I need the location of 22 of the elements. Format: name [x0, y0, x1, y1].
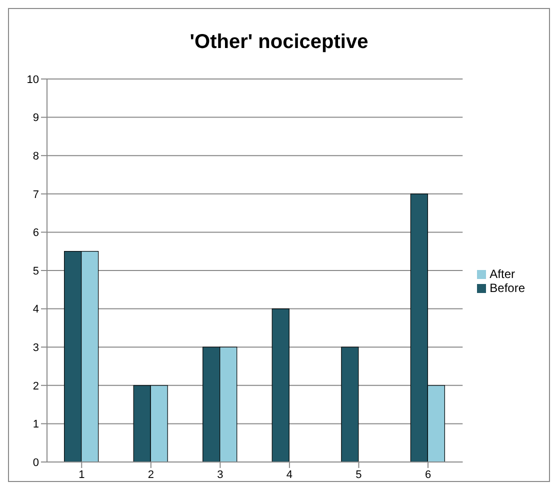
y-tick-label: 2	[32, 380, 39, 392]
x-tick-label: 6	[424, 468, 432, 481]
y-tick-label: 6	[32, 227, 39, 240]
y-tick-label: 3	[32, 342, 39, 354]
y-tick-label: 5	[32, 265, 39, 278]
y-tick-label: 7	[32, 188, 39, 201]
chart-title: 'Other' nociceptive	[188, 30, 370, 55]
y-tick-label: 9	[32, 112, 39, 124]
x-tick-label: 1	[78, 468, 85, 481]
x-tick-label: 2	[148, 468, 154, 481]
legend-label: Before	[490, 281, 525, 295]
y-tick-label: 0	[32, 456, 39, 469]
bar	[341, 346, 359, 462]
x-tick-label: 4	[286, 468, 293, 481]
y-tick-label: 10	[26, 74, 39, 86]
y-tick-label: 4	[32, 304, 39, 316]
x-tick-label: 5	[356, 468, 362, 481]
legend-label: After	[490, 267, 515, 281]
y-tick-label: 1	[32, 418, 39, 431]
bar	[272, 308, 290, 462]
y-tick-label: 8	[32, 150, 39, 163]
x-tick-label: 3	[217, 468, 224, 481]
